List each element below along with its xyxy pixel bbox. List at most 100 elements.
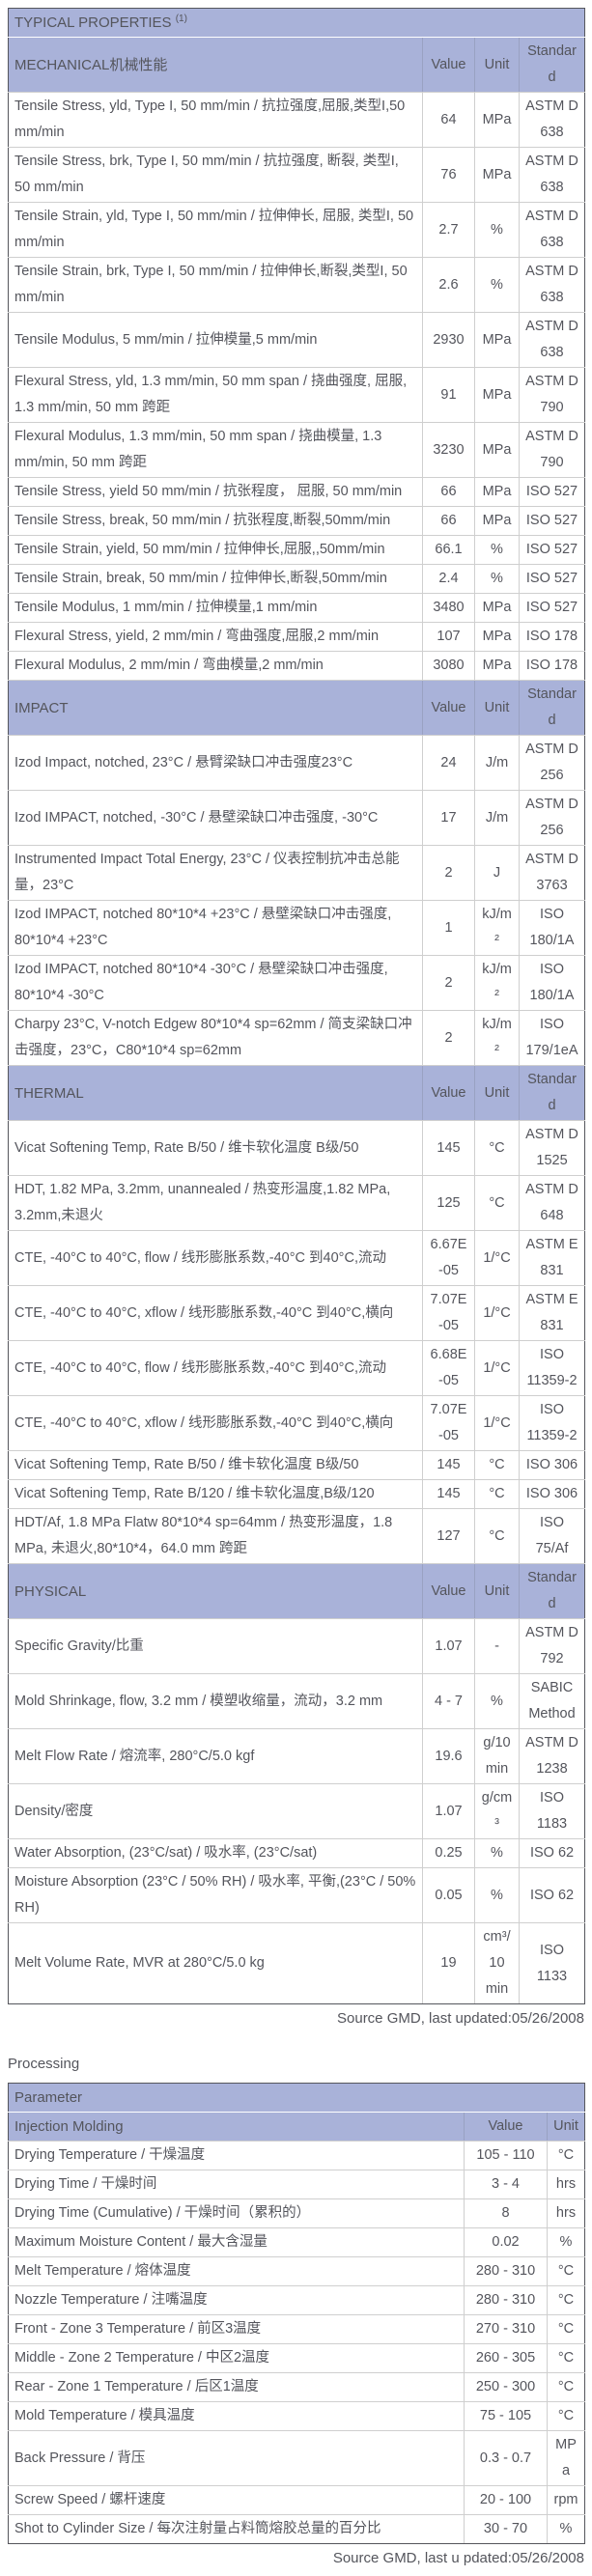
column-header-standard: Standard bbox=[518, 680, 586, 736]
table-row: Tensile Strain, yield, 50 mm/min / 拉伸伸长,… bbox=[8, 535, 586, 565]
property-cell: Tensile Strain, yield, 50 mm/min / 拉伸伸长,… bbox=[8, 535, 423, 565]
standard-cell: ISO 179/1eA bbox=[518, 1010, 586, 1066]
standard-cell: ASTM D 638 bbox=[518, 147, 586, 203]
standard-cell: ASTM D 638 bbox=[518, 312, 586, 368]
typical-properties-table: TYPICAL PROPERTIES (1) MECHANICAL机械性能 Val… bbox=[7, 8, 586, 2004]
unit-cell: MPa bbox=[474, 422, 520, 478]
unit-cell: 1/°C bbox=[474, 1230, 520, 1286]
processing-table: Parameter Injection Molding Value Unit Dryi… bbox=[7, 2083, 586, 2544]
column-header-unit: Unit bbox=[474, 1563, 520, 1619]
column-header-unit: Unit bbox=[474, 37, 520, 93]
table-row: Tensile Stress, yield 50 mm/min / 抗张程度， … bbox=[8, 477, 586, 507]
table-title-footnote: (1) bbox=[175, 14, 187, 24]
table-row: Izod Impact, notched, 23°C / 悬臂梁缺口冲击强度23… bbox=[8, 735, 586, 791]
value-cell: 2 bbox=[422, 845, 475, 901]
standard-cell: ASTM D 638 bbox=[518, 202, 586, 258]
standard-cell: ASTM E 831 bbox=[518, 1285, 586, 1341]
table-row: Flexural Stress, yield, 2 mm/min / 弯曲强度,… bbox=[8, 622, 586, 652]
unit-cell: g/cm³ bbox=[474, 1783, 520, 1839]
property-cell: Izod IMPACT, notched 80*10*4 +23°C / 悬壁梁… bbox=[8, 900, 423, 956]
standard-cell: ASTM D 638 bbox=[518, 257, 586, 313]
section-header-row: THERMAL Value Unit Standard bbox=[8, 1065, 586, 1121]
unit-cell: °C bbox=[474, 1175, 520, 1231]
property-cell: Tensile Strain, brk, Type I, 50 mm/min /… bbox=[8, 257, 423, 313]
section-name: IMPACT bbox=[8, 680, 423, 736]
property-cell: Density/密度 bbox=[8, 1783, 423, 1839]
standard-cell: ISO 527 bbox=[518, 477, 586, 507]
parameter-cell: Nozzle Temperature / 注嘴温度 bbox=[8, 2285, 465, 2315]
table-row: Water Absorption, (23°C/sat) / 吸水率, (23°… bbox=[8, 1838, 586, 1868]
section-name: PHYSICAL bbox=[8, 1563, 423, 1619]
column-header-value: Value bbox=[422, 680, 475, 736]
unit-cell: J bbox=[474, 845, 520, 901]
property-cell: Specific Gravity/比重 bbox=[8, 1618, 423, 1674]
standard-cell: ASTM D 648 bbox=[518, 1175, 586, 1231]
value-cell: 75 - 105 bbox=[464, 2401, 548, 2431]
value-cell: 0.25 bbox=[422, 1838, 475, 1868]
unit-cell: MPa bbox=[474, 593, 520, 623]
table-row: CTE, -40°C to 40°C, xflow / 线形膨胀系数,-40°C… bbox=[8, 1395, 586, 1451]
unit-cell: % bbox=[474, 535, 520, 565]
table-row: Izod IMPACT, notched, -30°C / 悬壁梁缺口冲击强度,… bbox=[8, 790, 586, 846]
value-cell: 91 bbox=[422, 367, 475, 423]
section-header-row: PHYSICAL Value Unit Standard bbox=[8, 1563, 586, 1619]
table-row: Tensile Strain, break, 50 mm/min / 拉伸伸长,… bbox=[8, 564, 586, 594]
unit-cell: 1/°C bbox=[474, 1340, 520, 1396]
table-row: Flexural Stress, yld, 1.3 mm/min, 50 mm … bbox=[8, 367, 586, 423]
unit-cell: J/m bbox=[474, 735, 520, 791]
parameter-cell: Middle - Zone 2 Temperature / 中区2温度 bbox=[8, 2343, 465, 2373]
value-cell: 19 bbox=[422, 1922, 475, 2004]
table-row: Maximum Moisture Content / 最大含湿量 0.02% bbox=[8, 2227, 586, 2257]
value-cell: 145 bbox=[422, 1120, 475, 1176]
property-cell: Tensile Stress, break, 50 mm/min / 抗张程度,… bbox=[8, 506, 423, 536]
value-cell: 7.07E-05 bbox=[422, 1395, 475, 1451]
standard-cell: ASTM D 3763 bbox=[518, 845, 586, 901]
value-cell: 66 bbox=[422, 506, 475, 536]
parameter-cell: Drying Time / 干燥时间 bbox=[8, 2170, 465, 2199]
value-cell: 76 bbox=[422, 147, 475, 203]
section-header-row: IMPACT Value Unit Standard bbox=[8, 680, 586, 736]
property-cell: Tensile Stress, yield 50 mm/min / 抗张程度， … bbox=[8, 477, 423, 507]
standard-cell: ISO 527 bbox=[518, 593, 586, 623]
property-cell: CTE, -40°C to 40°C, flow / 线形膨胀系数,-40°C … bbox=[8, 1340, 423, 1396]
standard-cell: ASTM D 790 bbox=[518, 367, 586, 423]
property-cell: Flexural Modulus, 2 mm/min / 弯曲模量,2 mm/m… bbox=[8, 651, 423, 681]
value-cell: 127 bbox=[422, 1508, 475, 1564]
property-cell: Flexural Stress, yield, 2 mm/min / 弯曲强度,… bbox=[8, 622, 423, 652]
unit-cell: 1/°C bbox=[474, 1395, 520, 1451]
unit-cell: °C bbox=[474, 1120, 520, 1176]
value-cell: 105 - 110 bbox=[464, 2141, 548, 2170]
standard-cell: ISO 75/Af bbox=[518, 1508, 586, 1564]
section-name: THERMAL bbox=[8, 1065, 423, 1121]
unit-cell: % bbox=[474, 1673, 520, 1729]
standard-cell: ISO 527 bbox=[518, 506, 586, 536]
table-row: Mold Temperature / 模具温度 75 - 105 °C bbox=[8, 2401, 586, 2431]
standard-cell: ISO 527 bbox=[518, 564, 586, 594]
value-cell: 30 - 70 bbox=[464, 2514, 548, 2544]
value-cell: 6.68E-05 bbox=[422, 1340, 475, 1396]
value-cell: 20 - 100 bbox=[464, 2485, 548, 2515]
table-row: Middle - Zone 2 Temperature / 中区2温度 260 -… bbox=[8, 2343, 586, 2373]
value-cell: 2930 bbox=[422, 312, 475, 368]
standard-cell: ASTM E 831 bbox=[518, 1230, 586, 1286]
table-row: Tensile Stress, break, 50 mm/min / 抗张程度,… bbox=[8, 506, 586, 536]
value-cell: 19.6 bbox=[422, 1728, 475, 1784]
value-cell: 125 bbox=[422, 1175, 475, 1231]
unit-cell: kJ/m² bbox=[474, 1010, 520, 1066]
unit-cell: °C bbox=[474, 1508, 520, 1564]
standard-cell: ISO 180/1A bbox=[518, 900, 586, 956]
table-row: Izod IMPACT, notched 80*10*4 -30°C / 悬壁梁… bbox=[8, 955, 586, 1011]
property-cell: Flexural Modulus, 1.3 mm/min, 50 mm span… bbox=[8, 422, 423, 478]
table-row: Charpy 23°C, V-notch Edgew 80*10*4 sp=62… bbox=[8, 1010, 586, 1066]
table-row: Melt Volume Rate, MVR at 280°C/5.0 kg 19 c… bbox=[8, 1922, 586, 2004]
property-cell: Vicat Softening Temp, Rate B/50 / 维卡软化温度… bbox=[8, 1450, 423, 1480]
value-cell: 24 bbox=[422, 735, 475, 791]
processing-heading: Processing bbox=[8, 2056, 80, 2072]
column-header-value: Value bbox=[422, 1563, 475, 1619]
property-cell: Tensile Modulus, 5 mm/min / 拉伸模量,5 mm/mi… bbox=[8, 312, 423, 368]
unit-cell: % bbox=[474, 1867, 520, 1923]
property-cell: Melt Volume Rate, MVR at 280°C/5.0 kg bbox=[8, 1922, 423, 2004]
table-row: Front - Zone 3 Temperature / 前区3温度 270 - … bbox=[8, 2314, 586, 2344]
processing-title-cell: Parameter bbox=[7, 2083, 586, 2113]
unit-cell: g/10 min bbox=[474, 1728, 520, 1784]
